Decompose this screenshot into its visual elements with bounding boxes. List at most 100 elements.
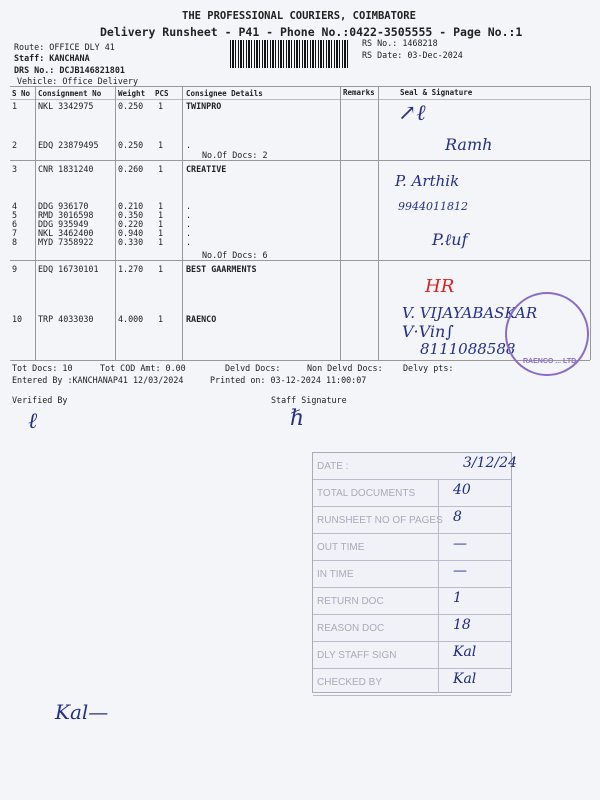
- row-pcs: 1: [158, 237, 164, 247]
- tot-docs: Tot Docs: 10: [12, 363, 73, 373]
- signature: Ramh: [445, 135, 493, 154]
- row-cn: NKL 3342975: [38, 101, 94, 111]
- vehicle: Vehicle: Office Delivery: [17, 76, 139, 86]
- stamp-row: OUT TIME —: [313, 534, 511, 561]
- row-sno: 6: [12, 219, 18, 229]
- route: Route: OFFICE DLY 41: [14, 42, 115, 52]
- row-consignee: .: [186, 201, 192, 211]
- stamp-value: Kal: [453, 671, 477, 687]
- company-seal: RAENCO ... LTD: [505, 292, 589, 376]
- stamp-label: RETURN DOC: [317, 596, 384, 607]
- row-consignee: .: [186, 219, 192, 229]
- row-pcs: 1: [158, 201, 164, 211]
- company-name: THE PROFESSIONAL COURIERS, COIMBATORE: [182, 10, 416, 22]
- row-cn: NKL 3462400: [38, 228, 94, 238]
- tot-cod: Tot COD Amt: 0.00: [100, 363, 186, 373]
- delvd-docs: Delvd Docs:: [225, 363, 281, 373]
- col-seal: Seal & Signature: [400, 88, 473, 97]
- staff-signature-label: Staff Signature: [271, 395, 347, 405]
- stamp-label: IN TIME: [317, 569, 354, 580]
- row-pcs: 1: [158, 101, 164, 111]
- row-pcs: 1: [158, 164, 164, 174]
- rs-no: RS No.: 1468218: [362, 38, 438, 48]
- handwritten-phone: 9944011812: [398, 200, 468, 213]
- col-weight: Weight: [118, 89, 146, 98]
- col-consignment: Consignment No: [38, 89, 102, 98]
- stamp-row: TOTAL DOCUMENTS 40: [313, 480, 511, 507]
- stamp-label: TOTAL DOCUMENTS: [317, 488, 416, 499]
- row-wt: 0.350: [118, 210, 144, 220]
- row-sno: 8: [12, 237, 18, 247]
- signature: ↗ℓ: [398, 101, 426, 126]
- row-sno: 7: [12, 228, 18, 238]
- stamp-row: CHECKED BY Kal: [313, 669, 511, 696]
- printed-on: Printed on: 03-12-2024 11:00:07: [210, 375, 367, 385]
- row-cn: EDQ 16730101: [38, 264, 99, 274]
- col-remarks: Remarks: [343, 88, 375, 97]
- row-wt: 0.250: [118, 101, 144, 111]
- row-sno: 10: [12, 314, 23, 324]
- row-wt: 0.940: [118, 228, 144, 238]
- col-pcs: PCS: [155, 89, 169, 98]
- row-sno: 2: [12, 140, 18, 150]
- signature: V·Vin∫: [402, 322, 454, 341]
- runsheet-title: Delivery Runsheet - P41 - Phone No.:0422…: [100, 25, 523, 39]
- row-pcs: 1: [158, 228, 164, 238]
- row-consignee: TWINPRO: [186, 101, 222, 111]
- staff: Staff: KANCHANA: [14, 53, 90, 63]
- stamp-label: OUT TIME: [317, 542, 365, 553]
- stamp-row: RUNSHEET NO OF PAGES 8: [313, 507, 511, 534]
- row-wt: 0.220: [118, 219, 144, 229]
- row-consignee: RAENCO: [186, 314, 217, 324]
- row-pcs: 1: [158, 264, 164, 274]
- stamp-label: DLY STAFF SIGN: [317, 650, 397, 661]
- stamp-row: REASON DOC 18: [313, 615, 511, 642]
- row-wt: 0.250: [118, 140, 144, 150]
- signature: P.ℓuf: [432, 230, 468, 249]
- row-sno: 9: [12, 264, 18, 274]
- row-wt: 1.270: [118, 264, 144, 274]
- row-consignee: BEST GAARMENTS: [186, 264, 257, 274]
- stamp-value: 3/12/24: [463, 455, 517, 471]
- row-sno: 1: [12, 101, 18, 111]
- stamp-value: 8: [453, 509, 462, 525]
- col-sno: S No: [12, 89, 31, 98]
- handwritten-name: P. Arthik: [395, 172, 460, 190]
- rs-date: RS Date: 03-Dec-2024: [362, 50, 463, 60]
- row-consignee: .: [186, 140, 192, 150]
- row-wt: 0.260: [118, 164, 144, 174]
- stamp-label: CHECKED BY: [317, 677, 383, 688]
- handwritten-phone: 8111088588: [420, 340, 516, 358]
- stamp-value: —: [453, 536, 467, 552]
- row-cn: DDG 935949: [38, 219, 89, 229]
- row-consignee: .: [186, 237, 192, 247]
- docs-count: No.Of Docs: 6: [202, 250, 268, 260]
- stamp-label: REASON DOC: [317, 623, 385, 634]
- row-pcs: 1: [158, 140, 164, 150]
- row-sno: 3: [12, 164, 18, 174]
- row-pcs: 1: [158, 210, 164, 220]
- signature: ℓ: [28, 409, 38, 434]
- entered-by: Entered By :KANCHANAP41 12/03/2024: [12, 375, 184, 385]
- row-consignee: .: [186, 228, 192, 238]
- verified-by-label: Verified By: [12, 395, 68, 405]
- row-wt: 0.330: [118, 237, 144, 247]
- drs-no: DRS No.: DCJB146821801: [14, 65, 125, 75]
- row-cn: MYD 7358922: [38, 237, 94, 247]
- stamp-row: RETURN DOC 1: [313, 588, 511, 615]
- stamp-value: —: [453, 563, 467, 579]
- row-sno: 4: [12, 201, 18, 211]
- stamp-value: 18: [453, 617, 471, 633]
- row-cn: CNR 1831240: [38, 164, 94, 174]
- row-cn: TRP 4033030: [38, 314, 94, 324]
- row-cn: RMD 3016598: [38, 210, 94, 220]
- row-consignee: CREATIVE: [186, 164, 227, 174]
- row-wt: 4.000: [118, 314, 144, 324]
- signature: ℏ: [290, 406, 305, 431]
- col-consignee: Consignee Details: [186, 89, 263, 98]
- stamp-value: 1: [453, 590, 462, 606]
- stamp-label: RUNSHEET NO OF PAGES: [317, 515, 443, 526]
- row-cn: DDG 936170: [38, 201, 89, 211]
- docs-count: No.Of Docs: 2: [202, 150, 268, 160]
- document-stamp-box: DATE : 3/12/24 TOTAL DOCUMENTS 40 RUNSHEET N…: [312, 452, 517, 696]
